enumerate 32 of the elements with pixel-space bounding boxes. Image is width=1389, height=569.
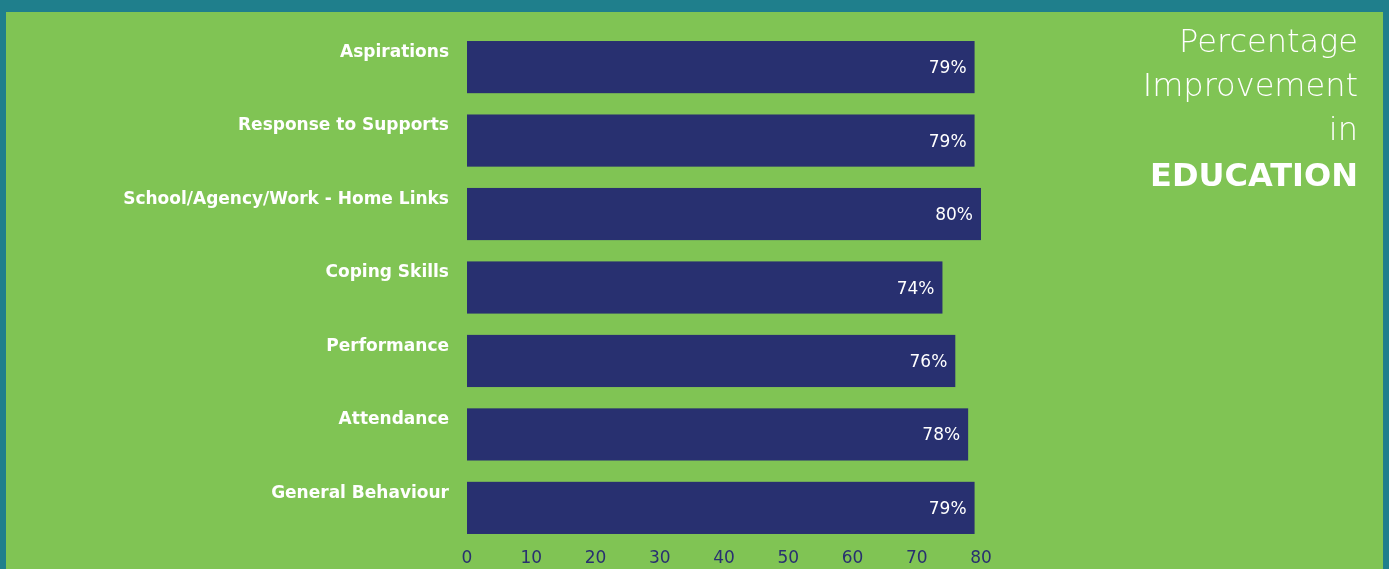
y-tick-label: Performance: [326, 334, 449, 355]
y-tick-label: General Behaviour: [271, 481, 450, 502]
data-label: 74%: [896, 277, 935, 298]
data-label: 80%: [935, 204, 973, 225]
x-tick-label: 80: [970, 547, 992, 567]
x-tick-label: 70: [905, 547, 928, 567]
y-tick-label: Aspirations: [340, 41, 449, 62]
text: Percentage Improvement in: [1142, 22, 1358, 148]
y-tick-label: Response to Supports: [238, 114, 449, 135]
x-tick-label: 30: [648, 547, 671, 567]
bar: [467, 334, 956, 388]
x-tick-label: 40: [713, 547, 735, 567]
data-label: 76%: [909, 350, 948, 371]
x-tick-label: 10: [520, 547, 543, 567]
bar: [467, 187, 981, 241]
bar: [467, 481, 975, 534]
data-label: 78%: [922, 424, 961, 445]
bar: [467, 114, 975, 167]
y-tick-label: Coping Skills: [325, 261, 449, 282]
y-tick-label: Attendance: [338, 408, 449, 429]
bar: [467, 261, 943, 314]
x-tick-label: 50: [777, 547, 800, 567]
x-tick-label: 60: [841, 547, 864, 567]
y-tick-label: School/Agency/Work - Home Links: [123, 187, 449, 208]
bar: [467, 408, 969, 461]
text: EDUCATION: [1150, 156, 1358, 194]
data-label: 79%: [928, 130, 967, 151]
x-tick-label: 20: [584, 547, 607, 567]
bar: [467, 41, 975, 94]
data-label: 79%: [928, 57, 967, 78]
data-label: 79%: [928, 497, 967, 518]
x-tick-label: 0: [461, 547, 473, 567]
